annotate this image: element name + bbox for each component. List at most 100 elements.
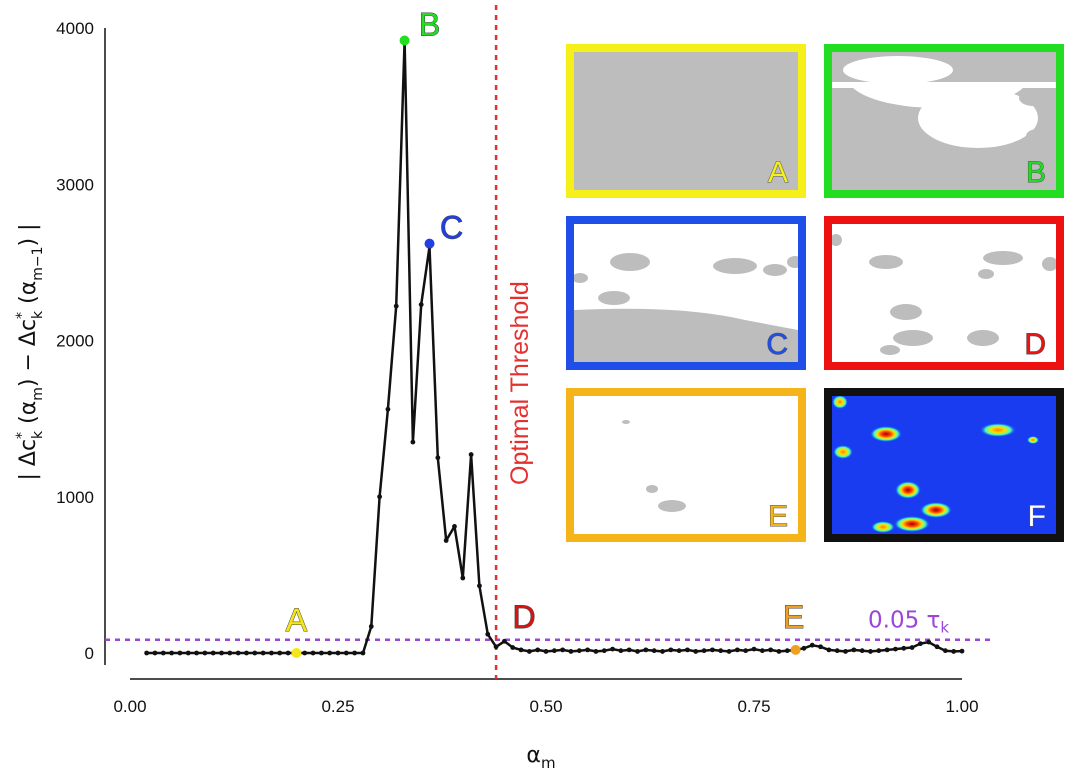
x-tick-label: 0.50 (529, 697, 562, 716)
data-point (576, 648, 582, 654)
panel-hotspot (894, 516, 930, 532)
y-tick-label: 3000 (56, 175, 94, 194)
annotation-marker-b (399, 35, 410, 46)
data-point (909, 645, 915, 650)
reference-lines: Optimal Threshold 0.05 τk (105, 5, 990, 679)
data-point (144, 650, 150, 656)
y-axis-title-part: m (30, 387, 46, 401)
data-point (593, 649, 599, 654)
data-point (901, 645, 907, 651)
panel-c: C (566, 216, 806, 370)
panel-label: C (766, 328, 788, 361)
data-point (585, 647, 590, 653)
data-point (893, 646, 898, 652)
data-point (801, 645, 807, 651)
data-point (818, 644, 823, 650)
data-point (418, 302, 424, 307)
y-tick-label: 0 (85, 644, 94, 663)
data-point (227, 650, 233, 656)
data-point (768, 647, 774, 653)
data-point (360, 650, 366, 656)
panel-f: F (824, 388, 1064, 542)
data-point (743, 648, 749, 654)
data-point (327, 650, 333, 656)
x-axis-title-sub: m (541, 754, 556, 772)
x-ticks: 0.00 0.25 0.50 0.75 1.00 (113, 697, 978, 716)
data-point (701, 648, 707, 654)
data-point (435, 455, 441, 461)
panel-blob (763, 264, 787, 276)
x-tick-label: 0.00 (113, 697, 146, 716)
panel-blob (890, 304, 922, 320)
panel-blob (983, 251, 1023, 265)
data-point (560, 647, 566, 653)
panel-border (566, 216, 806, 370)
data-point (526, 649, 532, 654)
data-point (493, 644, 499, 650)
panel-fill (574, 52, 798, 190)
data-point (685, 647, 690, 653)
data-point (468, 452, 474, 457)
data-point (510, 645, 516, 650)
panel-border (566, 388, 806, 542)
panel-blob (598, 291, 630, 305)
data-point (734, 647, 740, 653)
data-point (302, 650, 308, 656)
panel-hotspot (1027, 436, 1039, 444)
annotations: A B C D E (285, 6, 805, 658)
y-axis-title-part: k (30, 310, 46, 319)
axes: 0 1000 2000 3000 4000 0.00 0.25 0.50 0.75 1.00 α… (14, 19, 979, 772)
data-point (934, 644, 940, 650)
annotation-label-b: B (419, 7, 440, 43)
data-point (543, 649, 549, 654)
data-point (568, 649, 574, 654)
panel-blob (869, 255, 903, 269)
y-axis-title-part: (α (16, 401, 41, 431)
panel-label: A (768, 156, 788, 189)
data-point (452, 524, 457, 529)
panel-blob (610, 253, 650, 271)
data-point (826, 647, 832, 653)
data-point (951, 649, 957, 654)
panel-d: D (824, 216, 1064, 370)
data-point (185, 650, 191, 656)
y-tick-label: 2000 (56, 332, 94, 351)
data-point (485, 631, 491, 637)
panel-blob (1026, 129, 1050, 143)
data-point (726, 649, 732, 654)
panel-blob (572, 273, 588, 283)
data-point (651, 648, 657, 654)
panel-b: B (824, 44, 1064, 198)
y-axis-title-part: m−1 (30, 246, 46, 280)
data-point (460, 575, 466, 581)
data-point (959, 648, 965, 654)
data-point (277, 650, 283, 656)
panel-blob (1042, 257, 1058, 271)
data-point (551, 648, 557, 654)
x-tick-label: 0.25 (321, 697, 354, 716)
data-point (343, 650, 349, 656)
y-axis-title-part: | Δc (16, 439, 41, 481)
data-point (385, 406, 391, 412)
annotation-label-e: E (783, 599, 804, 635)
panel-border (824, 44, 1064, 198)
panel-hotspot (920, 502, 952, 518)
data-point (809, 642, 815, 648)
panel-label: F (1028, 500, 1046, 533)
data-point (335, 650, 341, 656)
tau-label-sub: k (940, 619, 949, 637)
data-point (626, 647, 632, 653)
panel-blob (978, 269, 994, 279)
data-point (269, 650, 274, 656)
annotation-label-d: D (513, 599, 536, 635)
data-point (784, 648, 790, 654)
panel-border (824, 388, 1064, 542)
data-point (477, 583, 482, 589)
data-point (318, 650, 324, 656)
panel-blob (622, 420, 630, 424)
y-axis-title-part: ) − Δc (16, 319, 41, 387)
panel-blob (918, 88, 1038, 148)
panel-border (566, 44, 806, 198)
data-point (152, 650, 158, 656)
data-point (610, 646, 615, 652)
